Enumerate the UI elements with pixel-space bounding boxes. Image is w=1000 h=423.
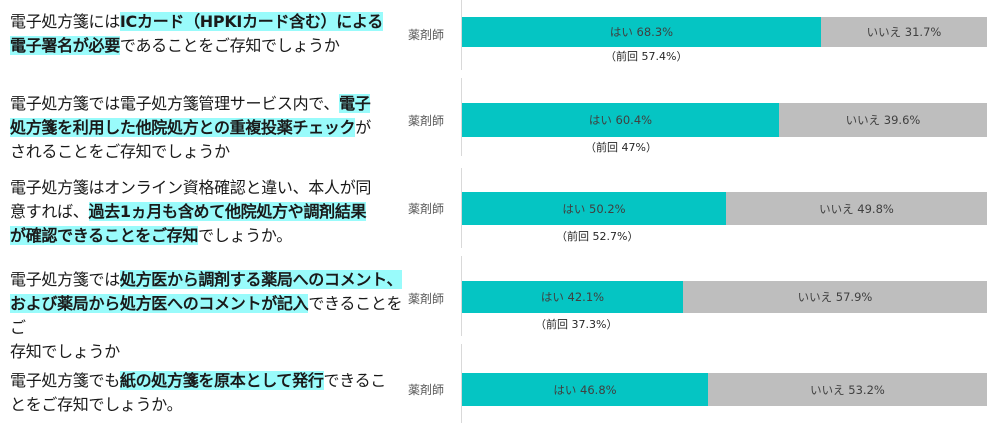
role-label: 薬剤師 bbox=[408, 383, 445, 397]
previous-value-note: （前回 57.4%） bbox=[605, 50, 688, 63]
role-label: 薬剤師 bbox=[408, 202, 445, 216]
question-phrase: 電子処方箋では電子処方箋管理サービス内で、 bbox=[10, 94, 340, 113]
highlighted-phrase: 処方箋を利用した他院処方との重複投薬チェック bbox=[10, 118, 356, 137]
bar-segment-yes: はい 68.3% bbox=[462, 17, 821, 47]
axis-line bbox=[461, 344, 462, 423]
highlighted-phrase: および薬局から処方医へのコメントが記入 bbox=[10, 294, 309, 313]
bar-segment-no: いいえ 31.7% bbox=[821, 17, 987, 47]
highlighted-phrase: 電子 bbox=[339, 94, 371, 113]
highlighted-phrase: が確認できることをご存知 bbox=[10, 226, 199, 245]
question-text: 電子処方箋はオンライン資格確認と違い、本人が同 意すれば、過去1ヵ月も含めて他院処… bbox=[10, 176, 405, 248]
role-label: 薬剤師 bbox=[408, 28, 445, 42]
highlighted-phrase: 過去1ヵ月も含めて他院処方や調剤結果 bbox=[88, 202, 367, 221]
question-phrase: 意すれば、 bbox=[10, 202, 89, 221]
stacked-bar: はい 42.1% いいえ 57.9% bbox=[462, 281, 987, 313]
bar-segment-no: いいえ 57.9% bbox=[683, 281, 987, 313]
stacked-bar: はい 68.3% いいえ 31.7% bbox=[462, 17, 987, 47]
stacked-bar: はい 46.8% いいえ 53.2% bbox=[462, 373, 987, 406]
question-phrase: 電子処方箋はオンライン資格確認と違い、本人が同 bbox=[10, 178, 372, 197]
question-phrase: 電子処方箋には bbox=[10, 12, 120, 31]
axis-line bbox=[461, 0, 462, 70]
question-phrase: されることをご存知でしょうか bbox=[10, 142, 230, 161]
highlighted-phrase: 処方医から調剤する薬局へのコメント、 bbox=[119, 270, 403, 289]
question-phrase: が bbox=[355, 118, 371, 137]
axis-line bbox=[461, 256, 462, 336]
stacked-bar: はい 50.2% いいえ 49.8% bbox=[462, 192, 987, 225]
stacked-bar: はい 60.4% いいえ 39.6% bbox=[462, 103, 987, 137]
bar-segment-yes: はい 50.2% bbox=[462, 192, 726, 225]
question-text: 電子処方箋にはICカード（HPKIカード含む）による電子署名が必要であることをご… bbox=[10, 10, 405, 58]
previous-value-note: （前回 52.7%） bbox=[556, 230, 639, 243]
highlighted-phrase: 電子署名が必要 bbox=[10, 36, 120, 55]
bar-segment-no: いいえ 49.8% bbox=[726, 192, 987, 225]
question-phrase: できることをご bbox=[10, 294, 403, 337]
bar-segment-yes: はい 60.4% bbox=[462, 103, 779, 137]
bar-segment-no: いいえ 39.6% bbox=[779, 103, 987, 137]
previous-value-note: （前回 37.3%） bbox=[535, 318, 618, 331]
bar-segment-no: いいえ 53.2% bbox=[708, 373, 987, 406]
question-phrase: 電子処方箋でも bbox=[10, 371, 120, 390]
question-phrase: 存知でしょうか bbox=[10, 342, 120, 361]
highlighted-phrase: ICカード（HPKIカード含む）による bbox=[119, 12, 383, 31]
question-phrase: できるこ bbox=[323, 371, 387, 390]
question-phrase: 電子処方箋では bbox=[10, 270, 120, 289]
highlighted-phrase: 紙の処方箋を原本として発行 bbox=[119, 371, 324, 390]
role-label: 薬剤師 bbox=[408, 114, 445, 128]
bar-segment-yes: はい 46.8% bbox=[462, 373, 708, 406]
axis-line bbox=[461, 78, 462, 156]
previous-value-note: （前回 47%） bbox=[585, 141, 657, 154]
question-text: 電子処方箋では電子処方箋管理サービス内で、電子処方箋を利用した他院処方との重複投… bbox=[10, 92, 405, 164]
bar-segment-yes: はい 42.1% bbox=[462, 281, 683, 313]
question-phrase: であることをご存知でしょうか bbox=[119, 36, 340, 55]
axis-line bbox=[461, 168, 462, 248]
role-label: 薬剤師 bbox=[408, 292, 445, 306]
question-text: 電子処方箋でも紙の処方箋を原本として発行できることをご存知でしょうか。 bbox=[10, 369, 405, 417]
question-text: 電子処方箋では処方医から調剤する薬局へのコメント、および薬局から処方医へのコメン… bbox=[10, 268, 405, 364]
question-phrase: とをご存知でしょうか。 bbox=[10, 395, 183, 414]
question-phrase: でしょうか。 bbox=[198, 226, 292, 245]
